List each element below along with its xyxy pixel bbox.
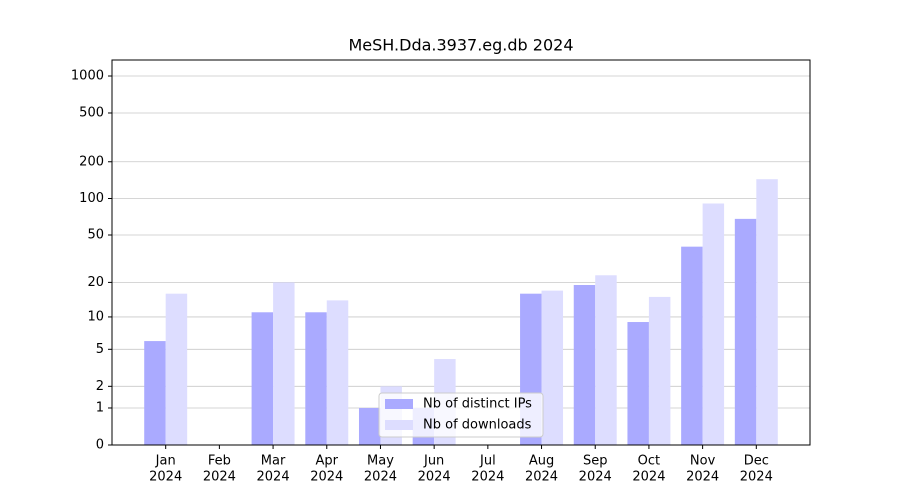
- x-tick-label: Dec: [744, 454, 769, 469]
- y-tick-label: 100: [79, 191, 104, 206]
- legend: Nb of distinct IPs Nb of downloads: [378, 392, 544, 438]
- bar: [144, 341, 166, 445]
- bar: [648, 296, 671, 445]
- x-tick-label: Aug: [529, 454, 554, 469]
- x-tick-label: Feb: [208, 454, 231, 469]
- bar: [756, 179, 778, 445]
- x-tick-label: 2024: [418, 470, 451, 485]
- bar: [165, 293, 188, 445]
- x-tick-label: 2024: [579, 470, 612, 485]
- legend-label: Nb of downloads: [423, 418, 532, 433]
- y-tick-label: 0: [96, 438, 104, 453]
- x-tick-label: Sep: [583, 454, 608, 469]
- x-tick-label: Jul: [479, 454, 496, 469]
- bar: [627, 322, 649, 445]
- y-tick-label: 200: [79, 154, 104, 169]
- bar: [251, 312, 274, 445]
- x-tick-label: 2024: [310, 470, 343, 485]
- y-tick-label: 500: [79, 105, 104, 120]
- x-tick-label: 2024: [203, 470, 236, 485]
- x-tick-label: Jun: [423, 454, 444, 469]
- y-tick-label: 10: [87, 309, 104, 324]
- x-tick-label: 2024: [149, 470, 182, 485]
- legend-swatch: [385, 399, 413, 409]
- bar: [358, 407, 381, 445]
- bar: [595, 275, 617, 445]
- y-tick-label: 1: [96, 400, 104, 415]
- bar: [702, 203, 725, 445]
- x-tick-label: Mar: [261, 454, 286, 469]
- y-tick-label: 5: [96, 342, 104, 357]
- legend-swatch: [385, 420, 413, 430]
- x-tick-label: May: [367, 454, 394, 469]
- y-tick-label: 1000: [71, 69, 104, 84]
- x-tick-label: 2024: [686, 470, 719, 485]
- x-tick-label: Apr: [316, 454, 339, 469]
- x-tick-label: Jan: [155, 454, 176, 469]
- y-tick-label: 20: [87, 275, 104, 290]
- legend-box: [378, 392, 544, 438]
- legend-label: Nb of distinct IPs: [423, 397, 532, 412]
- bar: [541, 290, 564, 445]
- x-tick-label: Oct: [638, 454, 660, 469]
- x-tick-label: 2024: [525, 470, 558, 485]
- bar: [573, 285, 596, 445]
- bar: [734, 218, 757, 445]
- x-tick-label: 2024: [471, 470, 504, 485]
- x-tick-label: 2024: [364, 470, 397, 485]
- bar: [681, 246, 703, 445]
- bar: [273, 282, 295, 445]
- x-tick-label: 2024: [632, 470, 665, 485]
- x-tick-label: 2024: [257, 470, 290, 485]
- plot-frame: [111, 59, 811, 446]
- y-tick-label: 50: [87, 228, 104, 243]
- y-tick-label: 2: [96, 379, 104, 394]
- x-tick-label: 2024: [740, 470, 773, 485]
- bar: [326, 300, 349, 445]
- x-tick-label: Nov: [690, 454, 716, 469]
- chart-title: MeSH.Dda.3937.eg.db 2024: [348, 36, 573, 55]
- bar: [305, 312, 327, 445]
